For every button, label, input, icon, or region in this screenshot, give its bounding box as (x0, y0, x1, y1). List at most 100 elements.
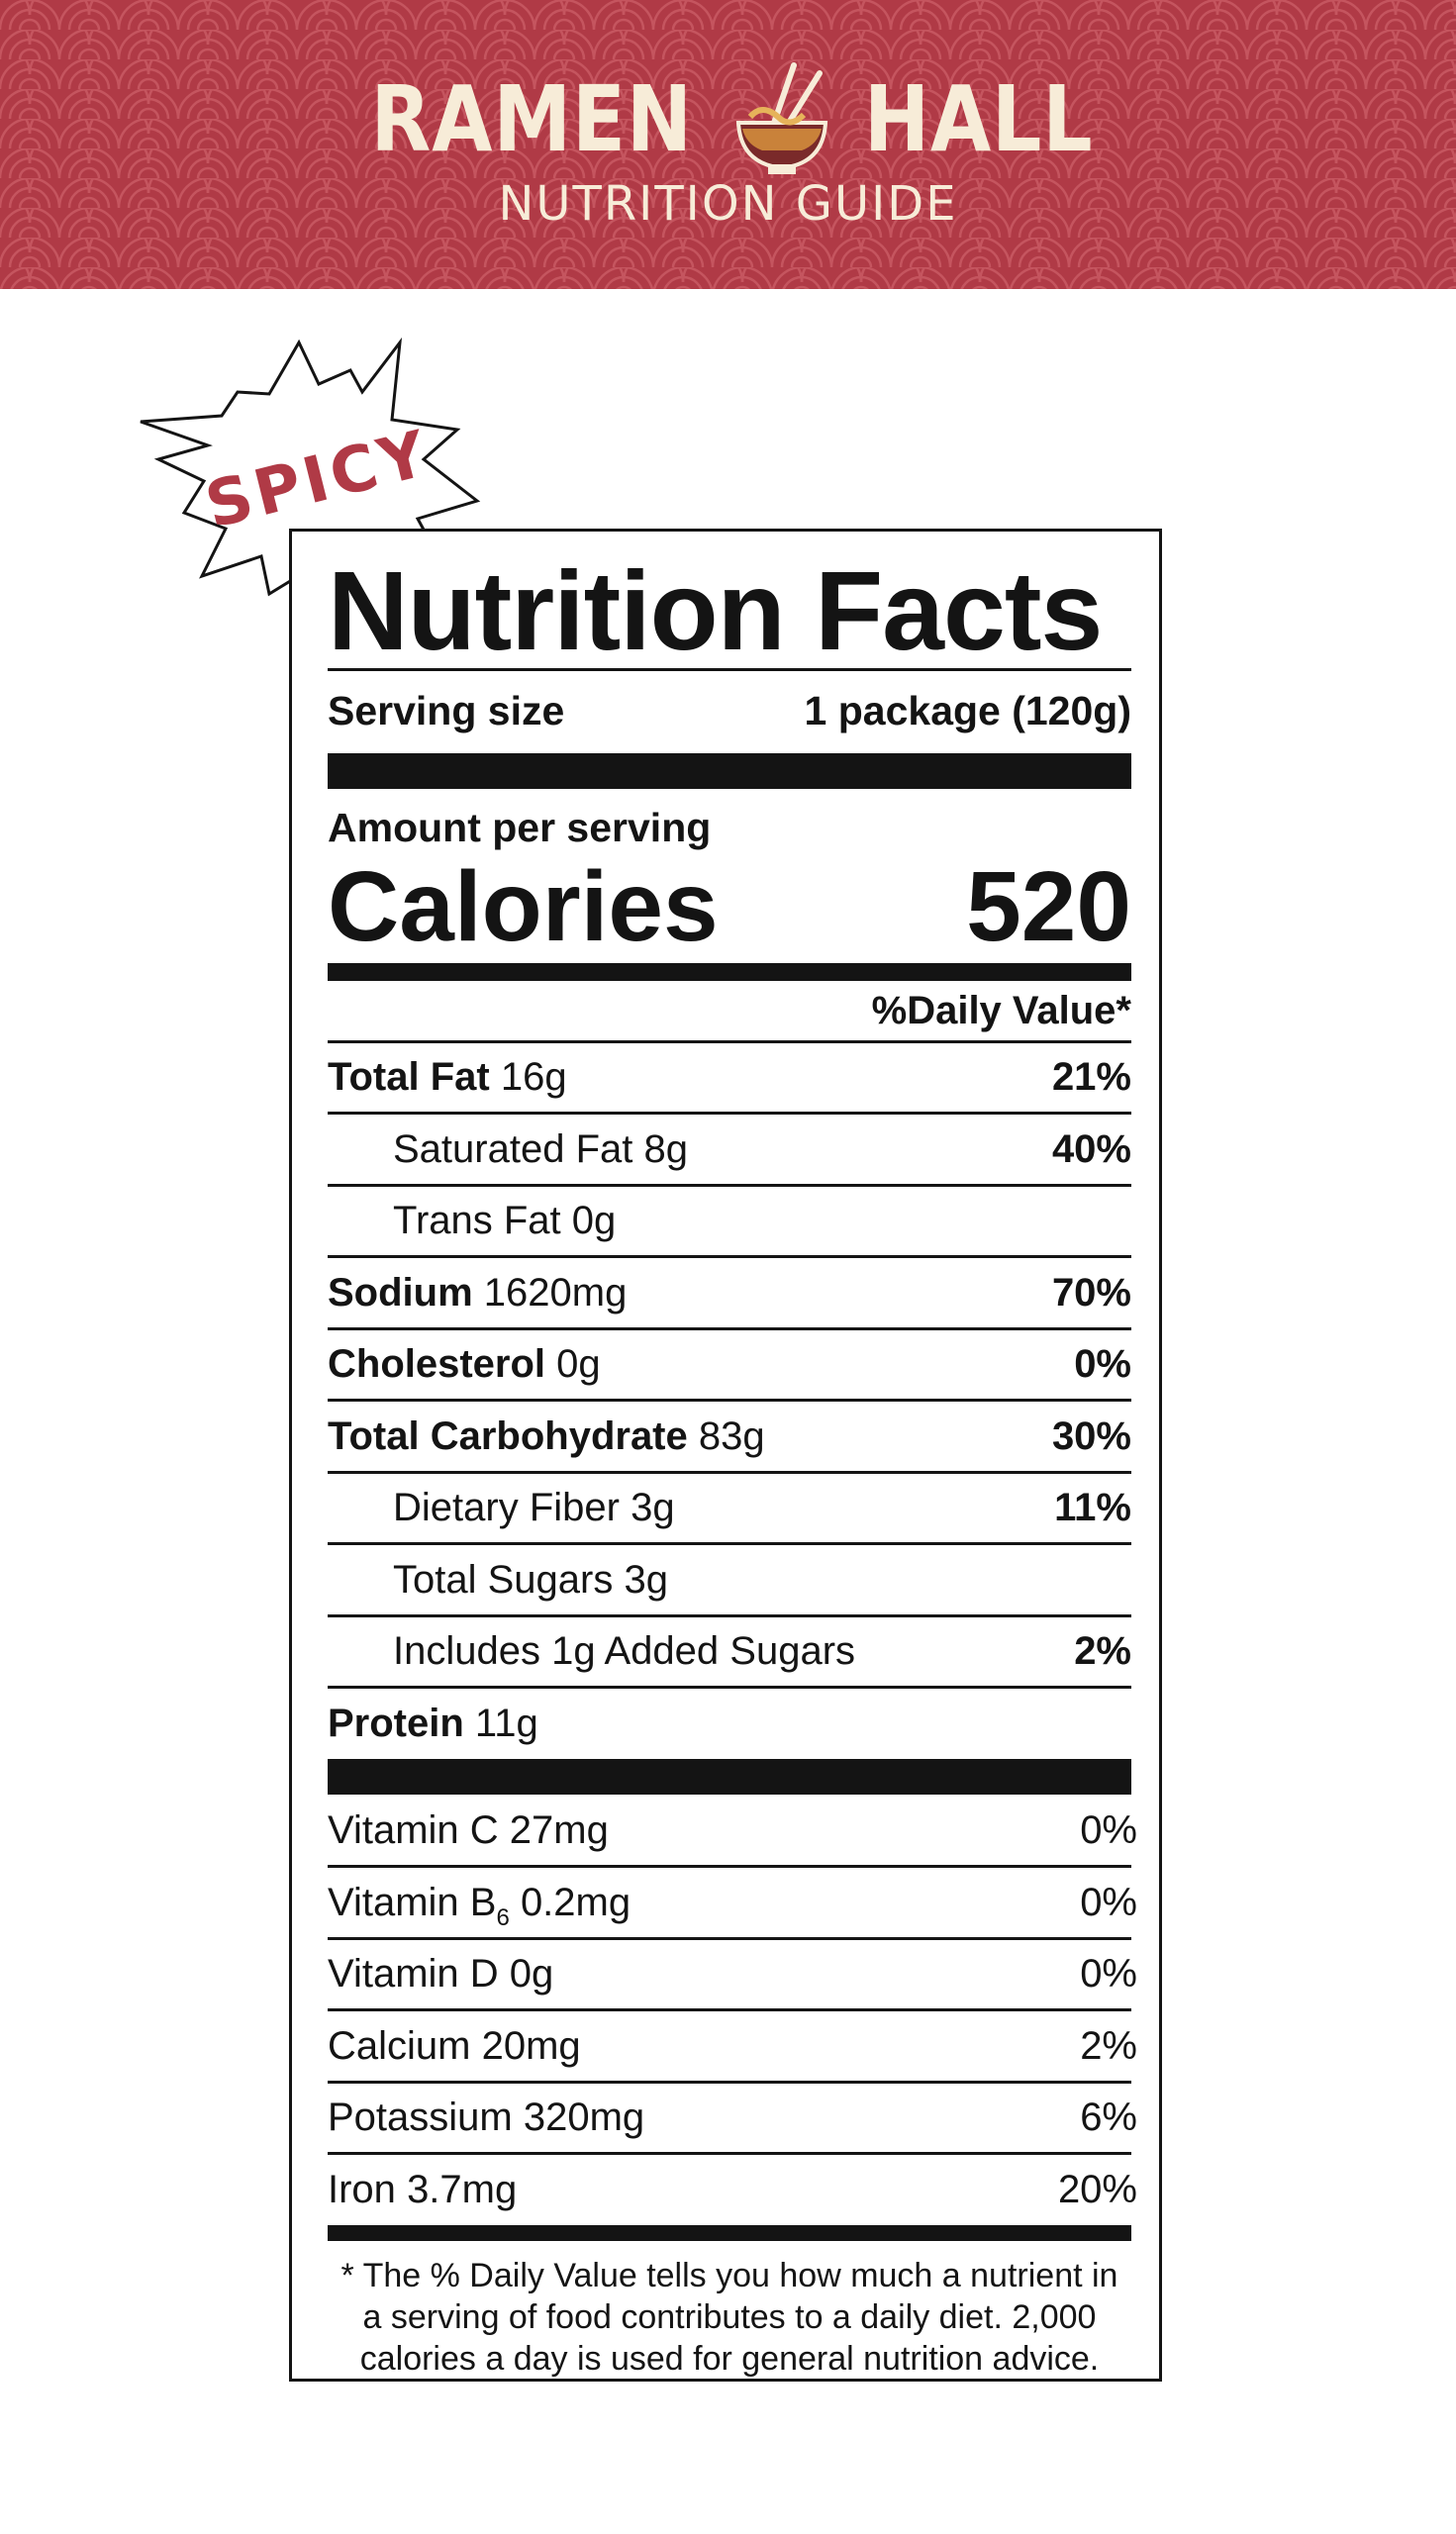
daily-value-percent: 0% (1074, 1342, 1131, 1386)
nutrient-row: Cholesterol 0g 0% (328, 1330, 1131, 1402)
divider (328, 668, 1131, 671)
divider (328, 2008, 1131, 2011)
divider (328, 1865, 1131, 1868)
thick-divider (328, 753, 1131, 789)
nutrient-row: Total Carbohydrate 83g 30% (328, 1403, 1131, 1474)
vitamin-row: Potassium 320mg 6% (328, 2084, 1137, 2155)
daily-value-percent: 40% (1051, 1126, 1131, 1171)
vitamin-label: Vitamin B (328, 1880, 497, 1924)
vitamin-amount: 20mg (481, 2023, 581, 2068)
daily-value-percent: 70% (1051, 1270, 1131, 1315)
calories-value: 520 (966, 851, 1131, 962)
vitamin-name: Vitamin C 27mg (328, 1808, 609, 1853)
nutrient-name: Sodium 1620mg (328, 1271, 627, 1316)
daily-value-header: %Daily Value* (871, 989, 1131, 1032)
daily-value-percent: 11% (1054, 1486, 1131, 1529)
divider (328, 1040, 1131, 1043)
footnote-line: * The % Daily Value tells you how much a… (340, 2257, 1118, 2294)
nutrient-label: Protein (328, 1701, 464, 1745)
nutrition-facts-label: Nutrition Facts Serving size 1 package (… (289, 529, 1162, 2382)
serving-size-label: Serving size (328, 688, 565, 733)
vitamin-amount: 320mg (523, 2095, 645, 2139)
nutrient-row: Includes 1g Added Sugars 2% (328, 1617, 1131, 1689)
vitamin-row: Iron 3.7mg 20% (328, 2156, 1137, 2227)
nutrient-label: Total Carbohydrate (328, 1413, 688, 1458)
vitamin-amount: 27mg (509, 1808, 609, 1852)
daily-value-percent: 20% (1057, 2167, 1137, 2211)
nutrient-label: Trans Fat (393, 1199, 561, 1242)
label-title: Nutrition Facts (328, 548, 1103, 673)
divider (328, 2080, 1131, 2084)
nutrient-name: Trans Fat 0g (393, 1199, 616, 1243)
nutrient-name: Dietary Fiber 3g (393, 1486, 675, 1530)
amount-per-serving: Amount per serving (328, 805, 712, 850)
medium-divider (328, 2225, 1131, 2241)
divider (328, 1183, 1131, 1187)
nutrient-amount: 0g (571, 1199, 617, 1242)
divider (328, 1613, 1131, 1617)
seigaiha-wave-pattern (0, 0, 1456, 289)
vitamin-label: Iron (328, 2167, 396, 2211)
vitamin-name: Calcium 20mg (328, 2024, 581, 2069)
divider (328, 1326, 1131, 1330)
daily-value-percent: 30% (1051, 1413, 1131, 1458)
nutrient-name: Total Carbohydrate 83g (328, 1414, 765, 1459)
nutrient-label: Dietary Fiber (393, 1486, 620, 1529)
nutrient-name: Cholesterol 0g (328, 1342, 601, 1387)
nutrient-amount: 0g (556, 1342, 601, 1386)
nutrient-amount: 3g (624, 1557, 668, 1602)
vitamin-amount: 0g (509, 1952, 554, 1996)
brand-name-left: RAMEN (370, 65, 693, 172)
nutrient-name: Total Sugars 3g (393, 1558, 668, 1603)
nutrient-row: Total Sugars 3g (328, 1546, 1131, 1617)
vitamin-row: Vitamin B6 0.2mg 0% (328, 1869, 1137, 1940)
vitamin-label: Potassium (328, 2095, 513, 2139)
daily-value-percent: 0% (1080, 1952, 1137, 1996)
nutrient-amount: 8g (643, 1126, 689, 1171)
nutrient-row: Total Fat 16g 21% (328, 1043, 1131, 1115)
daily-value-percent: 0% (1080, 1808, 1137, 1852)
nutrient-name: Includes 1g Added Sugars (393, 1629, 855, 1674)
vitamin-subscript: 6 (496, 1903, 510, 1931)
header-banner: RAMEN HALL NUTRITION GUIDE (0, 0, 1456, 289)
nutrient-row: Dietary Fiber 3g 11% (328, 1474, 1131, 1545)
thick-divider (328, 1759, 1131, 1795)
vitamin-amount: 3.7mg (407, 2167, 518, 2211)
vitamin-label: Calcium (328, 2023, 471, 2068)
vitamin-label: Vitamin D (328, 1952, 499, 1996)
calories-label: Calories (328, 851, 719, 962)
nutrient-name: Total Fat 16g (328, 1055, 567, 1100)
divider (328, 1542, 1131, 1545)
vitamin-label: Vitamin C (328, 1808, 499, 1852)
ramen-bowl-chopsticks-icon (735, 62, 828, 174)
divider (328, 1936, 1131, 1940)
divider (328, 1686, 1131, 1689)
daily-value-percent: 0% (1080, 1880, 1137, 1924)
brand-name-right: HALL (863, 65, 1094, 172)
divider (328, 1255, 1131, 1258)
footnote-line: calories a day is used for general nutri… (359, 2340, 1100, 2378)
nutrient-label: Total Fat (328, 1055, 490, 1099)
nutrient-name: Protein 11g (328, 1702, 538, 1746)
vitamin-name: Vitamin D 0g (328, 1952, 553, 1997)
nutrient-row: Sodium 1620mg 70% (328, 1259, 1131, 1330)
daily-value-percent: 21% (1051, 1055, 1131, 1099)
nutrient-label: Sodium (328, 1270, 473, 1315)
nutrient-amount: 16g (500, 1055, 567, 1099)
nutrient-amount: 83g (698, 1413, 765, 1458)
divider (328, 1112, 1131, 1115)
vitamin-amount: 0.2mg (520, 1880, 631, 1924)
nutrient-row: Protein 11g (328, 1690, 1131, 1761)
daily-value-percent: 2% (1074, 1629, 1131, 1673)
nutrient-label: Total Sugars (393, 1557, 614, 1602)
divider (328, 2152, 1131, 2155)
divider (328, 1399, 1131, 1402)
nutrient-row: Saturated Fat 8g 40% (328, 1116, 1131, 1187)
divider (328, 1470, 1131, 1474)
footnote: * The % Daily Value tells you how much a… (328, 2255, 1131, 2380)
daily-value-percent: 2% (1080, 2023, 1137, 2068)
vitamin-row: Vitamin C 27mg 0% (328, 1797, 1137, 1868)
footnote-line: a serving of food contributes to a daily… (362, 2298, 1097, 2336)
daily-value-percent: 6% (1080, 2095, 1137, 2139)
vitamin-name: Iron 3.7mg (328, 2168, 517, 2212)
